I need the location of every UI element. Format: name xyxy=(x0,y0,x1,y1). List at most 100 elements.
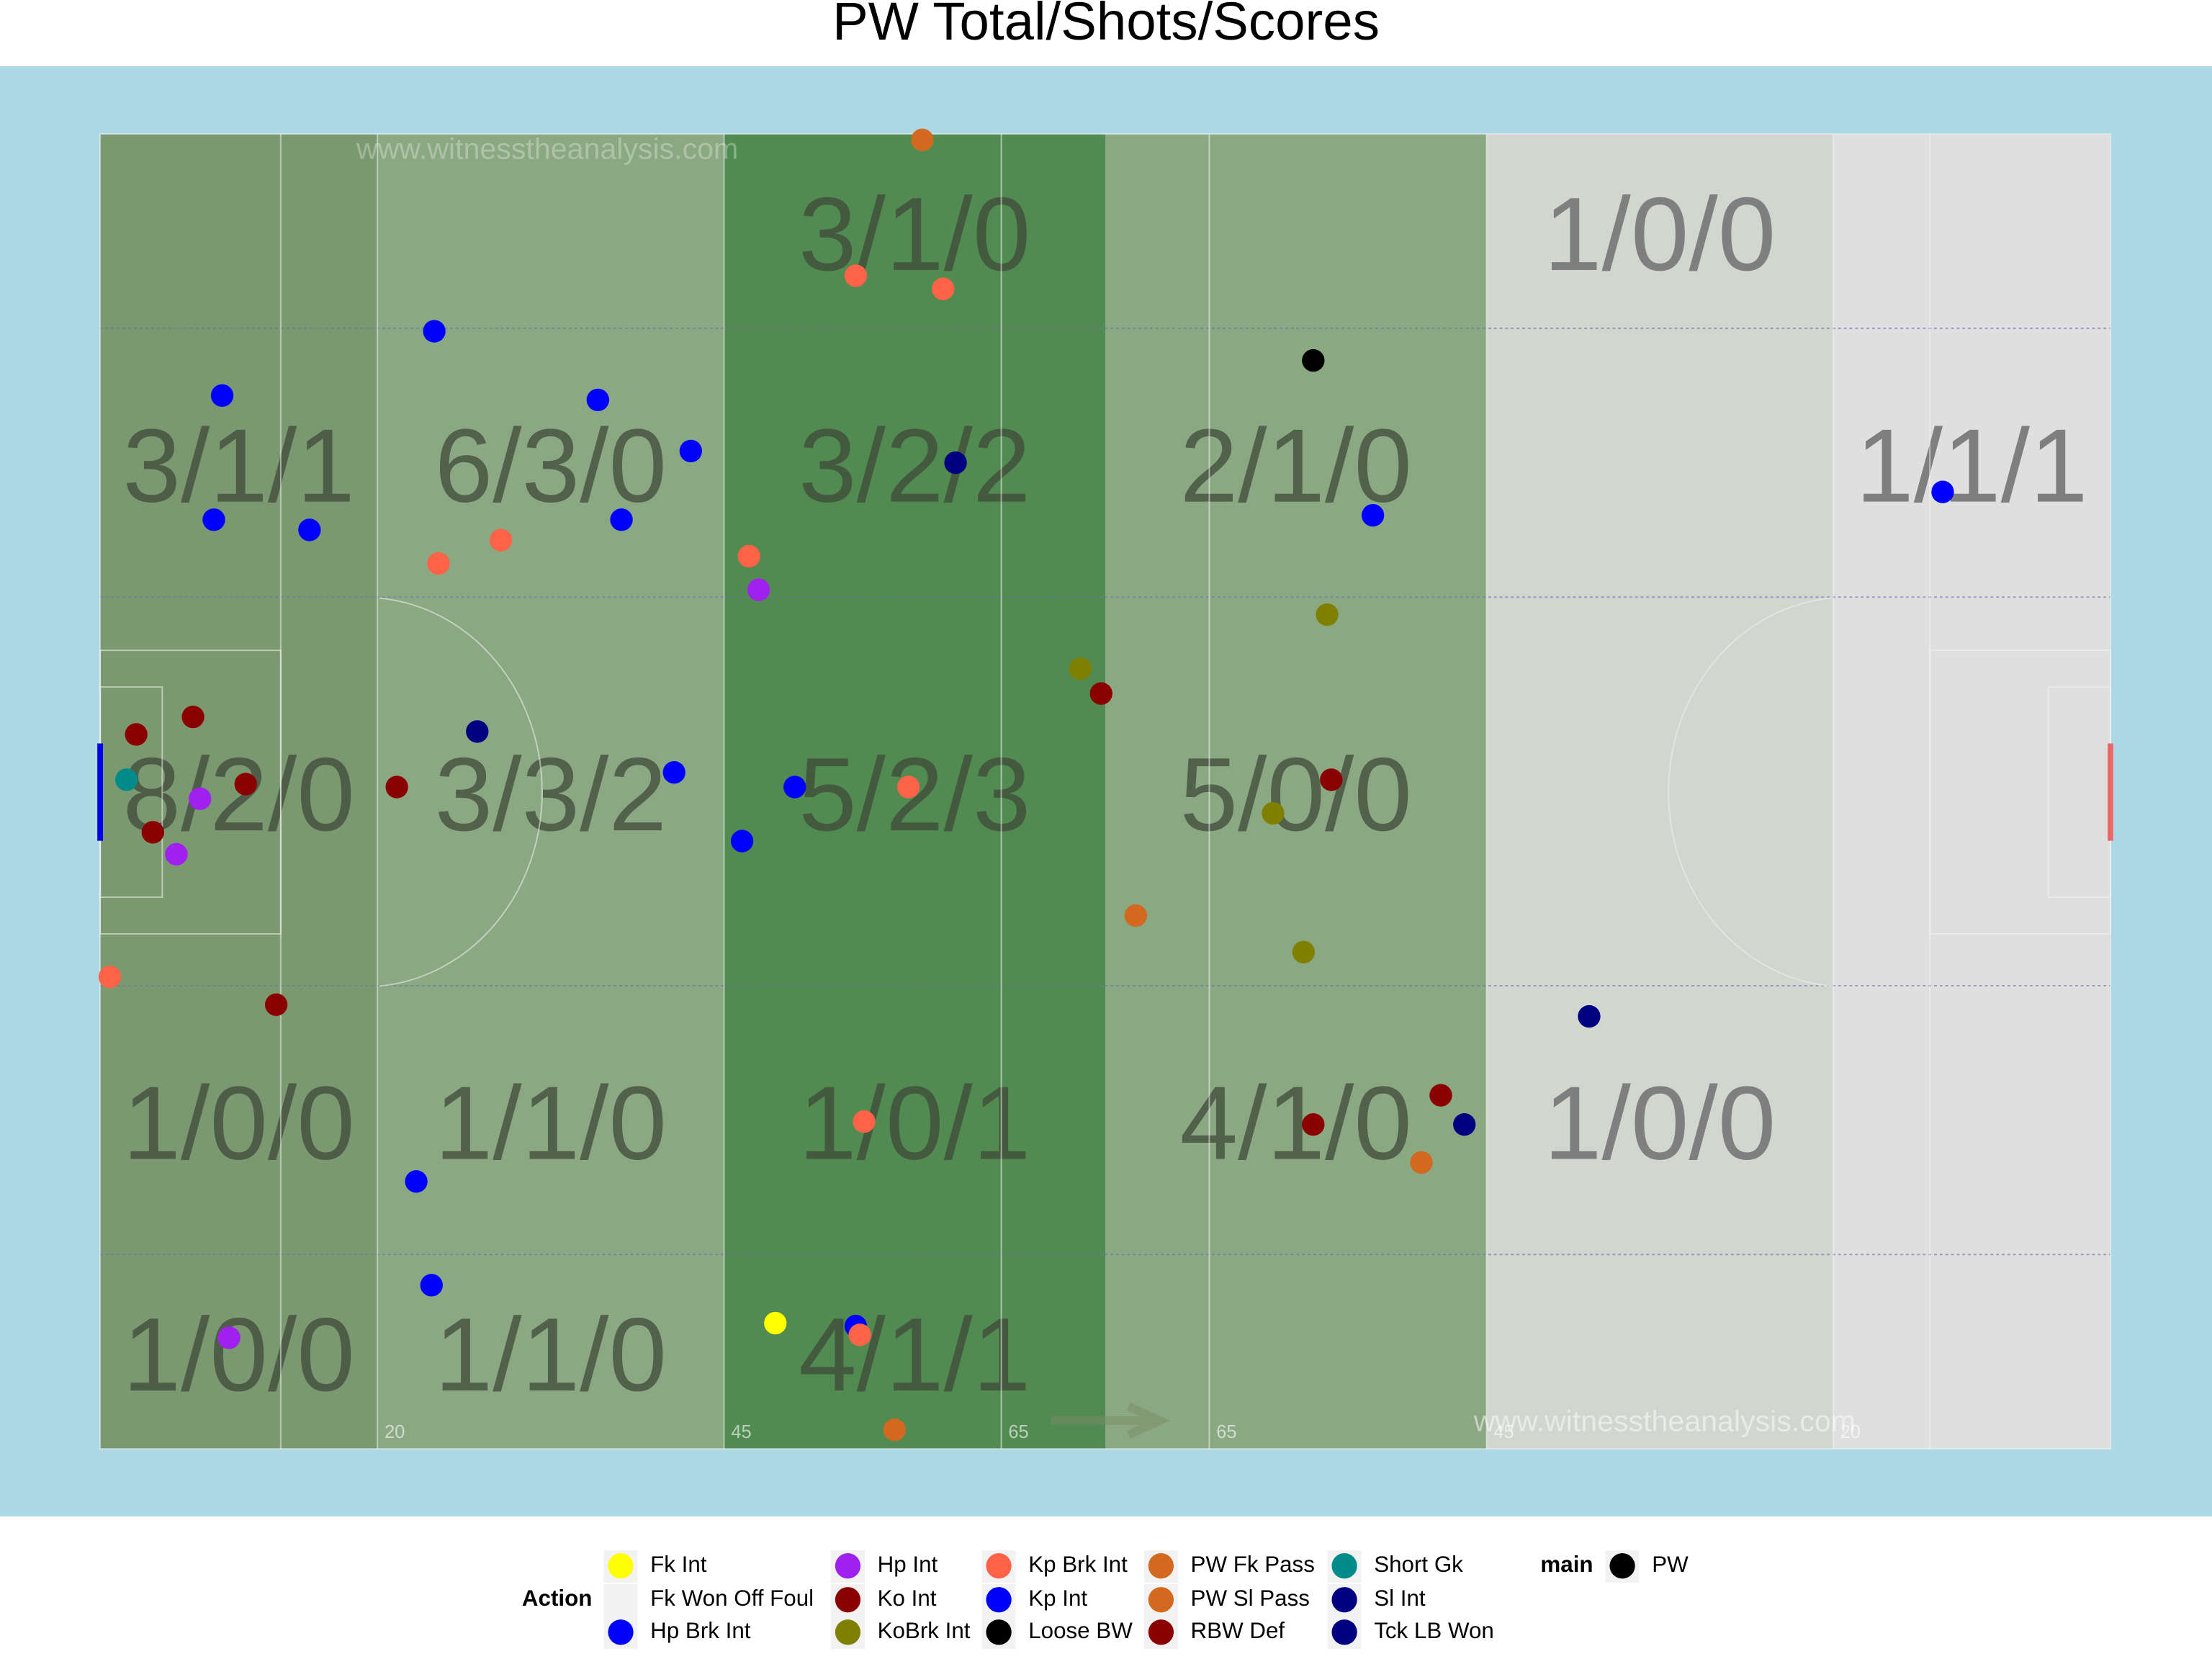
point xyxy=(1089,682,1112,705)
zone-label: 1/0/0 xyxy=(1544,176,1776,292)
legend-label: RBW Def xyxy=(1191,1618,1285,1643)
zone-column xyxy=(1105,134,1487,1449)
point xyxy=(234,773,257,796)
legend-marker xyxy=(1609,1553,1635,1579)
point xyxy=(202,508,225,531)
point xyxy=(944,451,967,475)
point xyxy=(1429,1084,1452,1107)
legend-marker xyxy=(608,1553,634,1579)
legend-marker xyxy=(1148,1587,1174,1613)
distance-label: 45 xyxy=(1493,1422,1514,1442)
zone-label: 1/0/0 xyxy=(122,1065,354,1182)
point xyxy=(853,1110,876,1133)
point xyxy=(883,1419,907,1442)
legend-marker xyxy=(986,1619,1012,1645)
legend-marker xyxy=(608,1619,634,1645)
zone-label: 6/3/0 xyxy=(435,408,667,524)
zone-label: 1/1/0 xyxy=(435,1065,667,1182)
zone-label: 1/0/0 xyxy=(1544,1065,1776,1182)
point xyxy=(1320,768,1343,791)
point xyxy=(1292,940,1316,963)
legend-marker xyxy=(1331,1553,1357,1579)
legend-title: main xyxy=(1540,1552,1593,1577)
zone-label: 1/1/1 xyxy=(1856,408,2087,524)
zone-column xyxy=(377,134,724,1449)
point xyxy=(210,384,234,407)
distance-label: 20 xyxy=(1840,1422,1861,1442)
point xyxy=(1578,1004,1601,1028)
watermark: www.witnesstheanalysis.com xyxy=(1473,1405,1856,1438)
point xyxy=(783,775,806,799)
point xyxy=(466,720,489,743)
legend-label: Loose BW xyxy=(1028,1618,1133,1643)
legend: Action main Fk Int Fk Won Off Foul Hp Brk … xyxy=(522,1550,1689,1650)
legend-label: KoBrk Int xyxy=(878,1618,971,1643)
point xyxy=(264,993,288,1016)
legend-marker xyxy=(835,1553,861,1579)
point xyxy=(181,705,204,729)
legend-marker xyxy=(1148,1619,1174,1645)
point xyxy=(1302,349,1325,372)
points xyxy=(98,128,1954,1442)
point xyxy=(423,320,446,343)
zone-label: 4/1/1 xyxy=(799,1296,1030,1413)
legend-title: Action xyxy=(522,1586,592,1611)
legend-marker xyxy=(1331,1587,1357,1613)
point xyxy=(1410,1151,1433,1174)
pitch-markings: 20 45 65 65 45 20 xyxy=(97,133,2113,1450)
zone-label: 1/0/0 xyxy=(122,1296,354,1413)
point xyxy=(125,723,148,746)
legend-label: PW Sl Pass xyxy=(1191,1586,1310,1611)
point xyxy=(217,1326,240,1349)
point xyxy=(747,578,770,601)
legend-key xyxy=(603,1584,638,1617)
watermark: www.witnesstheanalysis.com xyxy=(356,132,738,166)
zone-label: 5/0/0 xyxy=(1180,736,1412,853)
point xyxy=(911,128,934,151)
zone-column xyxy=(1833,134,2110,1449)
point xyxy=(896,775,920,799)
point xyxy=(189,787,212,810)
point xyxy=(586,388,609,412)
legend-label: Hp Brk Int xyxy=(650,1618,751,1643)
legend-marker xyxy=(986,1553,1012,1579)
point xyxy=(1931,480,1954,503)
point xyxy=(1302,1113,1325,1136)
legend-marker xyxy=(835,1587,861,1613)
legend-label: Kp Int xyxy=(1028,1586,1087,1611)
legend-label: Hp Int xyxy=(878,1552,938,1577)
legend-marker xyxy=(1331,1619,1357,1645)
point xyxy=(385,775,408,799)
point xyxy=(115,768,138,791)
point xyxy=(844,264,868,287)
point xyxy=(427,552,450,575)
distance-label: 45 xyxy=(731,1422,751,1442)
point xyxy=(610,508,633,531)
point xyxy=(98,966,122,989)
point xyxy=(662,761,685,784)
point xyxy=(764,1311,787,1335)
legend-marker xyxy=(1148,1553,1174,1579)
point xyxy=(405,1170,428,1193)
legend-label: Sl Int xyxy=(1374,1586,1426,1611)
legend-label: Fk Won Off Foul xyxy=(650,1586,814,1611)
distance-label: 65 xyxy=(1008,1422,1028,1442)
point xyxy=(420,1274,443,1297)
zone-label: 1/1/0 xyxy=(435,1296,667,1413)
legend-label: Ko Int xyxy=(878,1586,937,1611)
distance-label: 65 xyxy=(1216,1422,1236,1442)
point xyxy=(848,1323,871,1346)
chart-title: PW Total/Shots/Scores xyxy=(832,0,1380,51)
point xyxy=(932,277,955,300)
point xyxy=(298,518,321,541)
point xyxy=(1361,503,1385,527)
legend-marker xyxy=(835,1619,861,1645)
direction-arrow xyxy=(1051,1402,1170,1439)
point xyxy=(1262,801,1285,825)
point xyxy=(141,821,164,844)
point xyxy=(1453,1113,1476,1136)
zone-label: 3/3/2 xyxy=(435,736,667,853)
point xyxy=(1069,657,1092,680)
point xyxy=(165,842,188,866)
